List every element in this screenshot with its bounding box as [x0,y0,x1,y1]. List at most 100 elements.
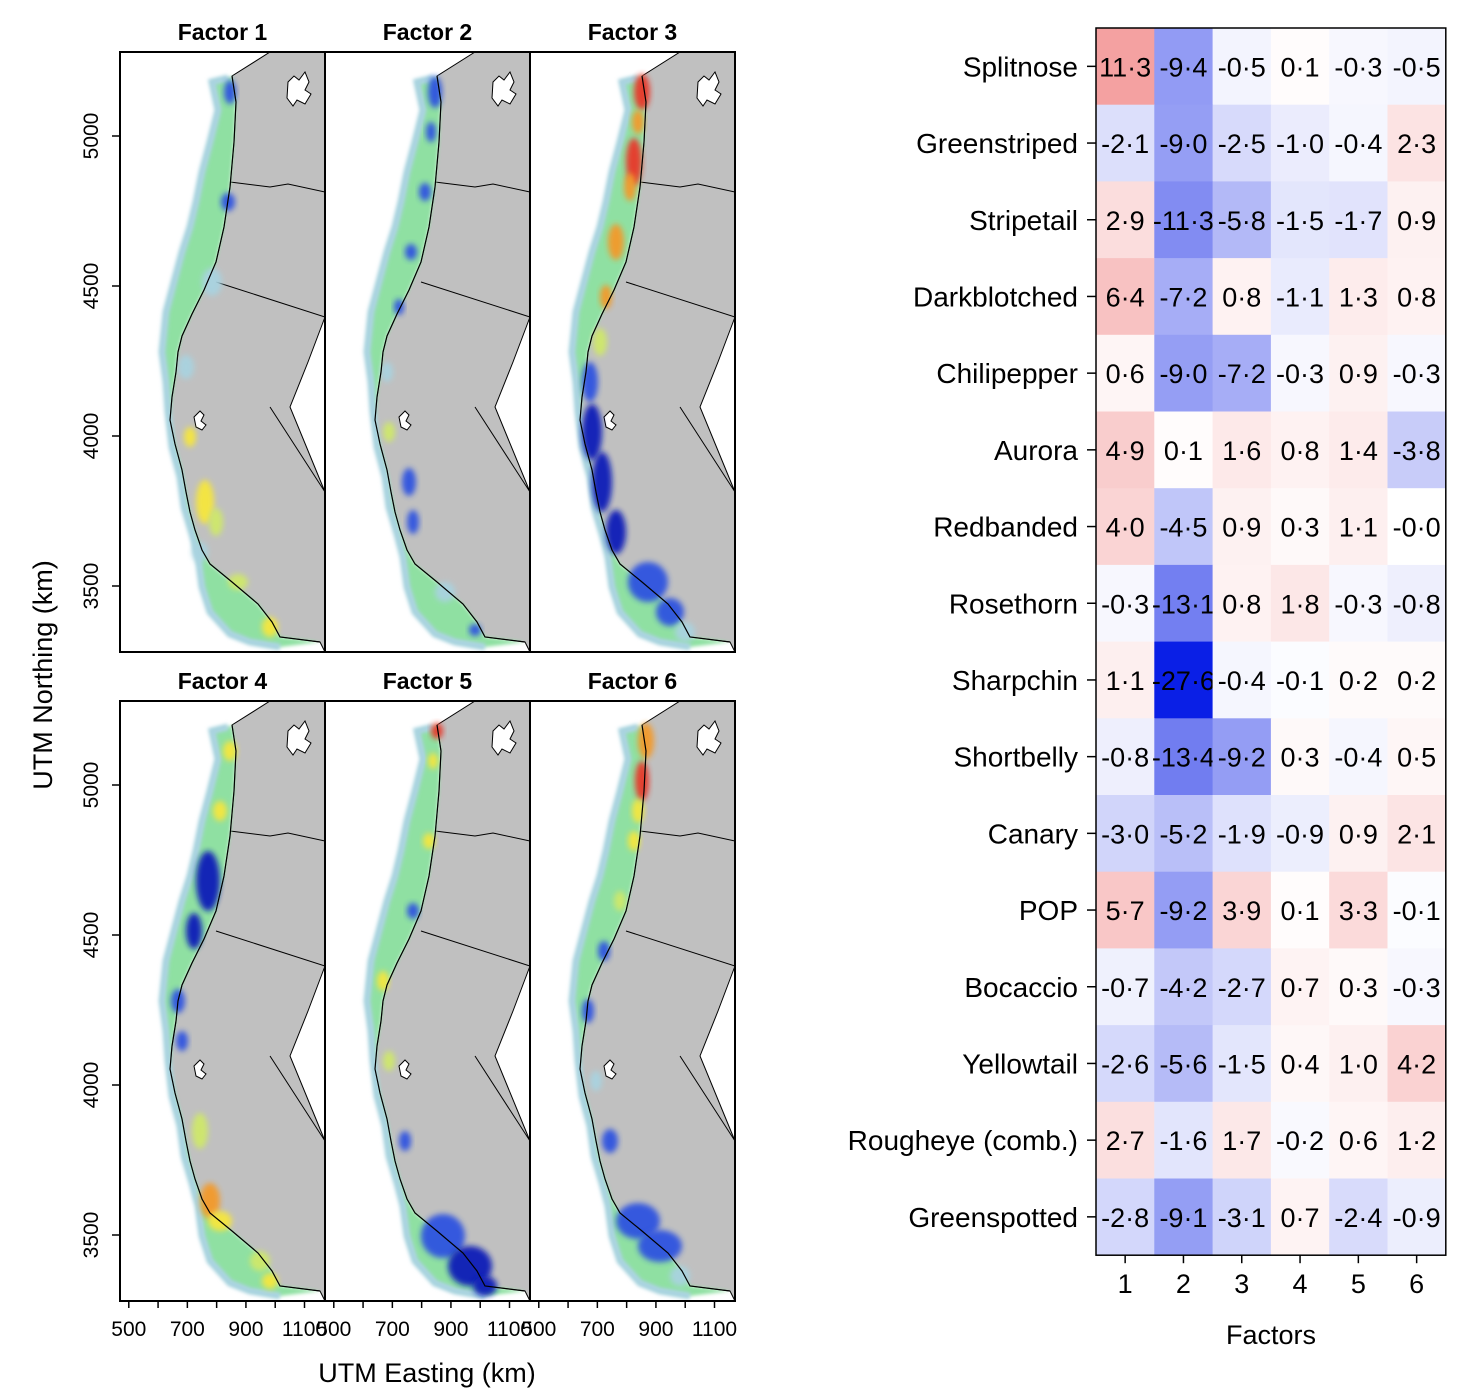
heatmap-cell [1329,564,1388,643]
y-tick-label: 4000 [80,1062,103,1109]
sf-bay [398,1059,412,1080]
heatmap-cell-label: -1·1 [1276,282,1324,312]
x-tick-label: 900 [638,1318,673,1341]
density-patch [184,427,196,447]
heatmap-cell-label: -3·8 [1393,436,1441,466]
state-border [229,830,325,842]
state-border [679,406,735,493]
heatmap-cell [1329,795,1388,873]
density-patch [628,562,668,602]
density-patch [407,903,419,919]
state-border [434,830,530,842]
state-border [269,1055,325,1142]
heatmap-column-label: 4 [1293,1269,1308,1299]
coastline [579,75,731,643]
heatmap-cell [1212,948,1272,1026]
heatmap-cell [1096,411,1155,489]
heatmap-cell [1154,718,1214,796]
heatmap-cell [1387,1178,1447,1256]
x-tick-label: 500 [316,1318,351,1341]
heatmap-cell [1154,1178,1214,1256]
density-patch [394,299,404,315]
heatmap-cell-label: 0·7 [1281,973,1320,1003]
density-patch [675,622,695,642]
density-patch [178,355,194,379]
heatmap-cell [1212,258,1272,336]
density-patch [428,753,438,769]
state-border [474,1055,530,1142]
heatmap-cell-label: 1·4 [1339,436,1378,466]
puget-sound [286,70,312,107]
density-patch [200,1183,220,1219]
heatmap-cell-label: 1·7 [1222,1126,1261,1156]
heatmap-cell-label: 0·3 [1281,513,1320,543]
x-tick-label: 700 [580,1318,615,1341]
state-border [639,181,735,193]
shelf-edge [363,723,486,1300]
density-patch [402,468,416,496]
heatmap-cell [1270,1101,1330,1179]
heatmap-cell [1096,795,1155,873]
heatmap-cell-label: -2·7 [1218,973,1266,1003]
heatmap-cell-label: -0·1 [1276,666,1324,696]
heatmap-row-label: Stripetail [969,205,1078,236]
sf-bay [193,1059,207,1080]
heatmap-column-label: 2 [1176,1269,1191,1299]
heatmap-cell [1096,564,1155,643]
factor-map-panel-3: Factor 3 [529,19,736,653]
x-tick-label: 700 [170,1318,205,1341]
sf-bay [398,410,412,431]
heatmap-cell [1270,411,1330,489]
density-patch [186,913,202,949]
heatmap-cell-label: -3·0 [1101,819,1149,849]
heatmap-cell [1270,1178,1330,1256]
density-patch [598,941,610,961]
coastline [579,724,731,1292]
heatmap-cell [1329,1101,1388,1179]
density-patch [582,999,594,1023]
heatmap-row-label: POP [1019,895,1078,926]
heatmap-cell [1270,104,1330,182]
heatmap-cell-label: -0·5 [1218,52,1266,82]
panel-frame [529,700,736,1302]
heatmap-cell-label: 0·5 [1397,743,1436,773]
heatmap-cell-label: -0·9 [1276,819,1324,849]
heatmap-cell [1212,181,1272,259]
heatmap-cell-label: 2·1 [1397,819,1436,849]
heatmap-row-label: Rougheye (comb.) [848,1125,1078,1156]
heatmap-cell [1387,28,1447,106]
heatmap-cell [1096,1025,1155,1103]
state-border [679,1055,735,1142]
heatmap-cell-label: 0·1 [1281,52,1320,82]
heatmap-cell-label: -13·4 [1152,743,1215,773]
land [169,52,325,652]
heatmap-cell-label: -1·6 [1159,1126,1207,1156]
heatmap-cell [1329,871,1388,949]
heatmap-cell [1154,28,1214,106]
heatmap-cell [1154,334,1214,412]
state-border [474,406,530,493]
heatmap-cell [1212,871,1272,949]
state-border [625,930,735,967]
density-patch [590,1071,602,1091]
panel-title: Factor 2 [383,19,472,45]
factor-map-panel-6: Factor 6 500 700 900 1100 [521,668,737,1341]
factor-map-panel-1: Factor 1 3500 4000 4500 5000 [80,19,326,653]
coastline [169,75,321,643]
density-patch [606,510,626,554]
heatmap-row-label: Greenspotted [908,1202,1078,1233]
density-patch [407,510,419,534]
density-patch [377,971,389,991]
heatmap-cell-label: 0·9 [1222,513,1261,543]
density-patch [435,582,455,602]
panel-title: Factor 6 [588,668,677,694]
heatmap-cell-label: 5·7 [1106,896,1145,926]
heatmap-cell [1212,28,1272,106]
heatmap-cell-label: 1·8 [1281,589,1320,619]
heatmap-cell [1329,1178,1388,1256]
density-patch [196,480,214,524]
heatmap-cell-label: -1·5 [1218,1049,1266,1079]
heatmap-cell [1096,1101,1155,1179]
heatmap-cell [1329,718,1388,796]
x-tick-label: 500 [521,1318,556,1341]
